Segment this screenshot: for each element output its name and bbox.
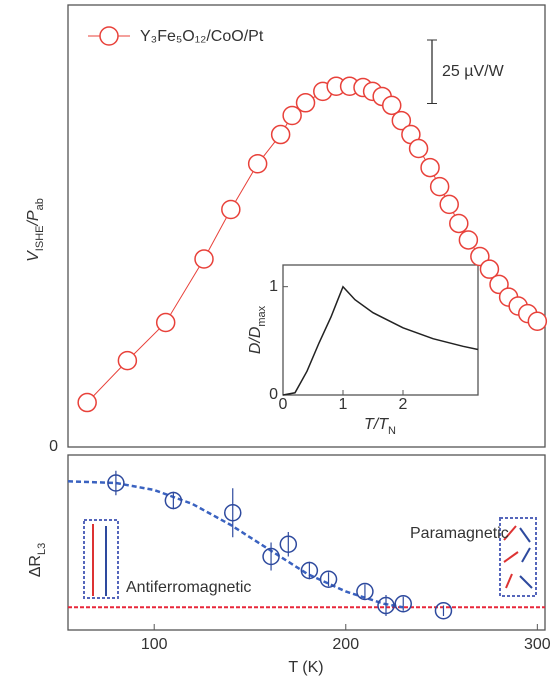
inset-x-tick-label: 2 bbox=[399, 396, 408, 413]
x-tick-label: 300 bbox=[524, 636, 551, 653]
pm-icon bbox=[499, 517, 537, 597]
inset-y-tick-label: 1 bbox=[269, 278, 278, 295]
data-point bbox=[247, 154, 268, 174]
data-point bbox=[155, 312, 176, 333]
y-axis-label-part: L3 bbox=[36, 543, 48, 555]
data-point bbox=[282, 105, 302, 126]
data-point bbox=[270, 124, 291, 145]
data-point bbox=[356, 582, 374, 601]
data-point bbox=[394, 595, 412, 613]
y-axis-label-part: V bbox=[25, 250, 42, 262]
inset-x-label-part: N bbox=[388, 425, 396, 437]
data-point bbox=[408, 138, 429, 159]
x-tick-label: 100 bbox=[141, 636, 168, 653]
inset-curve bbox=[282, 285, 479, 396]
y-axis-label: ΔRL3 bbox=[27, 543, 48, 578]
bottom-frame bbox=[67, 454, 546, 631]
data-point bbox=[279, 535, 298, 553]
legend-marker bbox=[99, 26, 119, 46]
y-axis-label-part: ISHE bbox=[34, 226, 46, 252]
inset-y-label-part: D/D bbox=[247, 326, 264, 354]
y-axis-label-part: ΔR bbox=[27, 555, 44, 577]
annotation: Antiferromagnetic bbox=[126, 579, 251, 596]
data-point bbox=[319, 570, 338, 588]
data-point bbox=[391, 110, 412, 131]
data-point bbox=[479, 259, 500, 279]
inset-y-label-part: max bbox=[256, 305, 268, 326]
inset-x-tick-label: 0 bbox=[279, 396, 288, 413]
data-point bbox=[262, 547, 280, 566]
data-point bbox=[381, 95, 402, 116]
inset-x-label: T/TN bbox=[364, 416, 396, 437]
legend-label: Y₃Fe₅O₁₂/CoO/Pt bbox=[140, 28, 264, 45]
inset-frame bbox=[282, 264, 479, 396]
data-point bbox=[458, 230, 479, 250]
y-tick-label: 0 bbox=[49, 438, 58, 455]
data-point bbox=[221, 199, 241, 220]
inset-y-tick-label: 0 bbox=[269, 386, 278, 403]
inset-x-label-part: T/T bbox=[364, 416, 389, 433]
data-point bbox=[164, 491, 183, 510]
data-point bbox=[194, 249, 214, 269]
afm-icon bbox=[83, 519, 119, 599]
y-axis-label-part: /P bbox=[25, 210, 42, 226]
y-axis-label: VISHE/Pab bbox=[25, 198, 46, 262]
data-point bbox=[300, 561, 319, 580]
data-point bbox=[295, 93, 316, 113]
data-point bbox=[527, 311, 548, 332]
inset-x-tick-label: 1 bbox=[339, 396, 348, 413]
data-point bbox=[449, 213, 469, 234]
x-tick-label: 200 bbox=[332, 636, 359, 653]
data-point bbox=[223, 504, 242, 522]
data-point bbox=[377, 596, 395, 615]
data-point bbox=[107, 474, 125, 492]
data-point bbox=[429, 176, 450, 197]
data-point bbox=[434, 602, 453, 620]
x-axis-label: T (K) bbox=[288, 659, 323, 676]
scale-label: 25 µV/W bbox=[442, 63, 505, 80]
data-point bbox=[117, 350, 138, 371]
data-point bbox=[439, 194, 459, 215]
annotation: Paramagnetic bbox=[410, 525, 509, 542]
data-point bbox=[77, 392, 97, 413]
data-point bbox=[420, 157, 440, 178]
inset-y-label: D/Dmax bbox=[247, 305, 268, 354]
y-axis-label-part: ab bbox=[34, 198, 46, 210]
top-frame bbox=[67, 4, 546, 448]
